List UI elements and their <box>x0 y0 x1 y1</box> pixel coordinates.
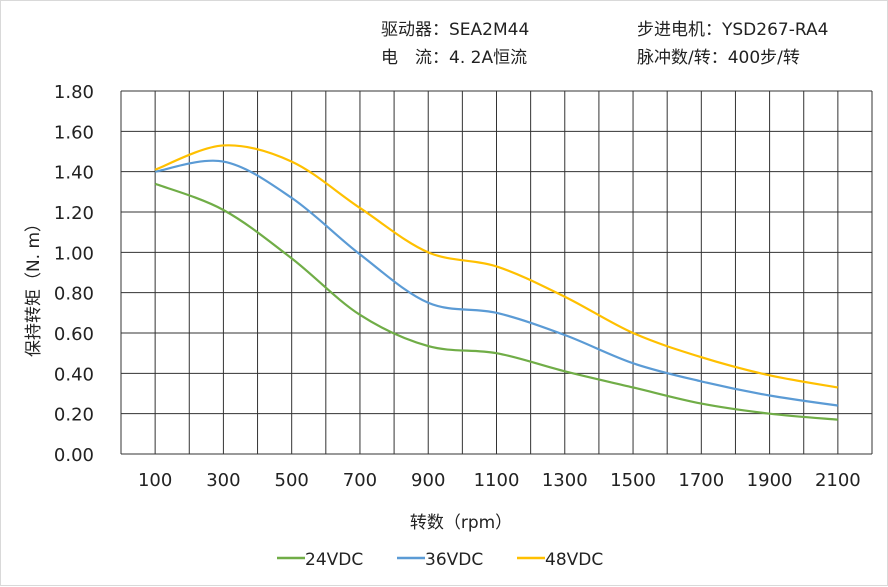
y-tick-label: 1.40 <box>54 163 94 184</box>
current-label: 电 流：4. 2A恒流 <box>381 48 528 68</box>
series-line-36vdc <box>154 159 839 407</box>
series-line-24vdc <box>154 182 838 421</box>
x-tick-label: 1100 <box>474 470 520 491</box>
y-tick-label: 0.20 <box>54 405 94 426</box>
x-tick-label: 100 <box>138 470 172 491</box>
legend-label-48vdc: 48VDC <box>545 550 603 570</box>
x-tick-label: 1900 <box>747 470 793 491</box>
y-tick-label: 0.60 <box>54 324 94 345</box>
y-axis-label: 保持转矩（N. m） <box>24 215 44 357</box>
legend-label-24vdc: 24VDC <box>305 550 363 570</box>
x-tick-label: 1700 <box>678 470 724 491</box>
y-tick-label: 1.60 <box>54 122 94 143</box>
y-tick-label: 1.00 <box>54 243 94 264</box>
x-tick-label: 900 <box>411 470 445 491</box>
driver-label: 驱动器：SEA2M44 <box>381 20 530 40</box>
x-axis-label: 转数（rpm） <box>410 513 512 533</box>
motor-label: 步进电机：YSD267-RA4 <box>637 20 829 40</box>
pulses-label: 脉冲数/转：400步/转 <box>637 48 800 68</box>
y-tick-label: 0.40 <box>54 364 94 385</box>
y-tick-label: 1.20 <box>54 203 94 224</box>
x-tick-label: 1500 <box>610 470 656 491</box>
x-tick-label: 2100 <box>815 470 861 491</box>
y-tick-label: 0.80 <box>54 284 94 305</box>
y-tick-label: 0.00 <box>54 445 94 466</box>
x-tick-label: 500 <box>275 470 309 491</box>
x-tick-label: 700 <box>343 470 377 491</box>
legend-label-36vdc: 36VDC <box>425 550 483 570</box>
y-tick-label: 1.80 <box>54 82 94 103</box>
series-line-48vdc <box>154 144 839 389</box>
x-tick-label: 1300 <box>542 470 588 491</box>
x-tick-label: 300 <box>206 470 240 491</box>
